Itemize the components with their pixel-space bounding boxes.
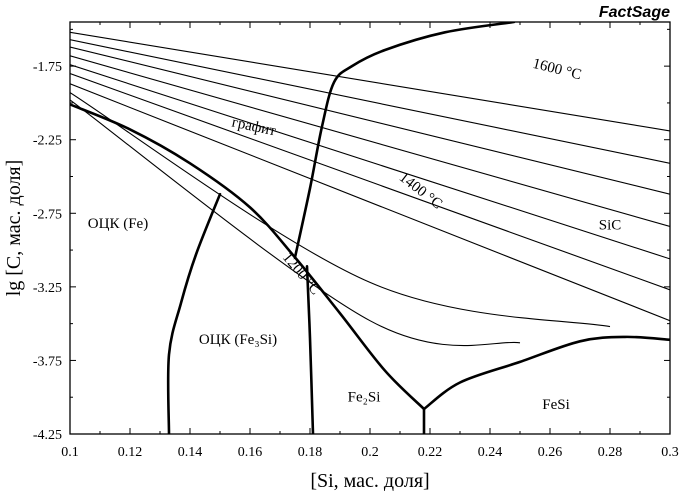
- x-tick-label: 0.2: [361, 445, 379, 460]
- phase-boundary-1: [70, 103, 426, 411]
- region-annotation-8: Fe₂Si: [348, 390, 381, 406]
- isotherm-line-5: [70, 64, 670, 260]
- region-annotation-5: ОЦК (Fe): [88, 216, 148, 232]
- x-tick-label: 0.18: [298, 445, 323, 460]
- isotherm-line-7: [70, 83, 670, 322]
- x-tick-label: 0.3: [661, 445, 679, 460]
- x-tick-label: 0.28: [598, 445, 623, 460]
- x-tick-label: 0.26: [538, 445, 563, 460]
- y-tick-label: -1.75: [33, 60, 62, 75]
- phase-boundary-5: [166, 192, 222, 434]
- x-tick-label: 0.14: [178, 445, 203, 460]
- brand-label: FactSage: [599, 4, 670, 21]
- x-tick-label: 0.12: [118, 445, 143, 460]
- phase-boundary-6: [305, 265, 315, 434]
- x-tick-label: 0.24: [478, 445, 503, 460]
- isotherm-line-3: [70, 46, 670, 195]
- region-annotation-7: SiC: [599, 217, 622, 233]
- isotherm-line-4: [70, 55, 670, 228]
- isotherm-line-1: [70, 31, 670, 132]
- region-annotation-9: FeSi: [542, 397, 570, 413]
- region-annotation-6: ОЦК (Fe₃Si): [199, 332, 277, 348]
- y-tick-label: -2.75: [33, 207, 62, 222]
- y-tick-label: -3.75: [33, 354, 62, 369]
- phase-boundary-3: [422, 335, 670, 411]
- x-tick-label: 0.1: [61, 445, 79, 460]
- y-tick-label: -3.25: [33, 281, 62, 296]
- x-tick-label: 0.22: [418, 445, 443, 460]
- isotherm-line-6: [70, 72, 670, 291]
- y-axis-label: lg [C, мас. доля]: [3, 160, 25, 297]
- isotherm-line-2: [70, 39, 670, 164]
- y-tick-label: -2.25: [33, 134, 62, 149]
- phase-boundary-2: [293, 22, 516, 259]
- x-axis-label: [Si, мас. доля]: [310, 470, 429, 492]
- x-tick-label: 0.16: [238, 445, 263, 460]
- y-tick-label: -4.25: [33, 428, 62, 443]
- isotherm-line-9: [70, 99, 521, 347]
- isotherm-line-8: [70, 92, 611, 328]
